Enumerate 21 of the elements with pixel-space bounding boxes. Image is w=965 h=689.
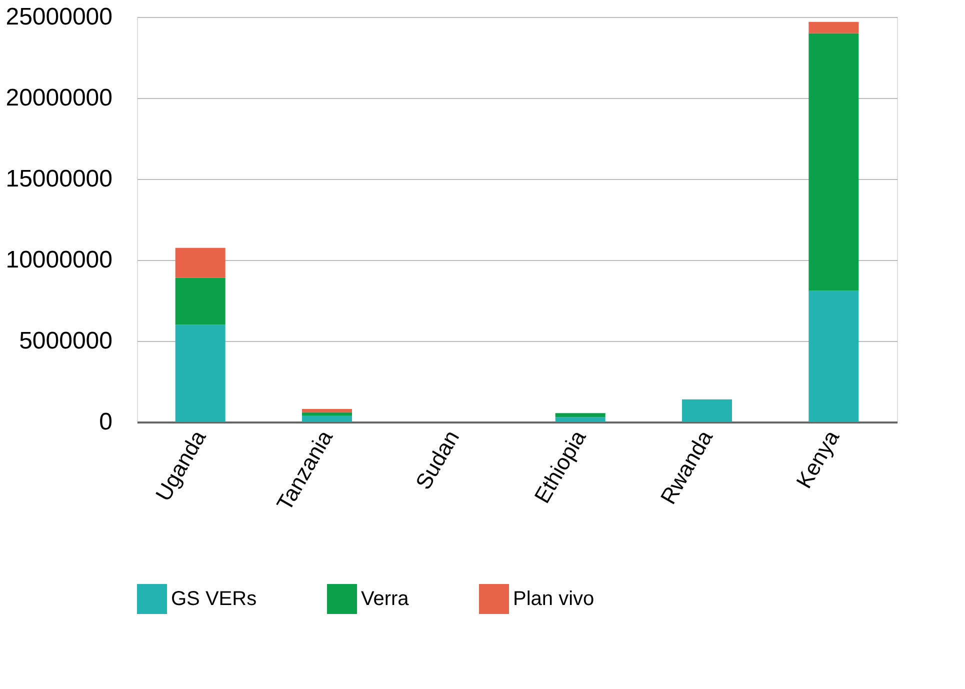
- legend-label: Verra: [361, 588, 410, 610]
- bar: [682, 399, 732, 422]
- legend-label: Plan vivo: [513, 588, 594, 610]
- y-tick-label: 25000000: [6, 4, 112, 30]
- bar: [175, 248, 226, 278]
- bar: [555, 413, 606, 418]
- bar: [808, 22, 859, 34]
- y-tick-label: 0: [99, 408, 112, 436]
- bar: [555, 417, 606, 422]
- bar: [302, 416, 352, 422]
- bar: [175, 324, 226, 422]
- y-tick-label: 20000000: [6, 84, 112, 112]
- y-tick-label: 15000000: [6, 166, 112, 192]
- y-tick-label: 10000000: [6, 246, 112, 274]
- bar: [302, 412, 352, 416]
- legend-label: GS VERs: [171, 588, 257, 610]
- bar: [175, 278, 226, 325]
- y-tick-label: 5000000: [19, 328, 112, 354]
- bar: [808, 33, 859, 291]
- bar: [302, 409, 352, 412]
- bar: [808, 290, 859, 422]
